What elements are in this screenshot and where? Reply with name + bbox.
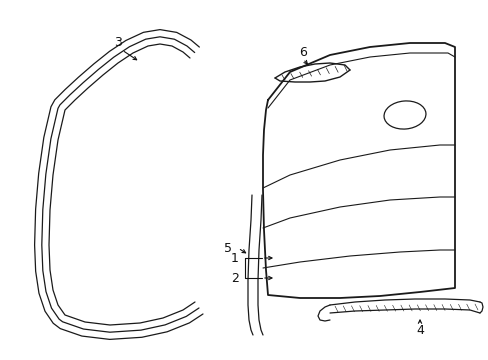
Text: 2: 2 bbox=[231, 271, 239, 284]
Text: 4: 4 bbox=[415, 324, 423, 337]
Text: 6: 6 bbox=[299, 45, 306, 59]
Text: 1: 1 bbox=[231, 252, 239, 265]
Text: 3: 3 bbox=[114, 36, 122, 49]
Text: 5: 5 bbox=[224, 242, 231, 255]
